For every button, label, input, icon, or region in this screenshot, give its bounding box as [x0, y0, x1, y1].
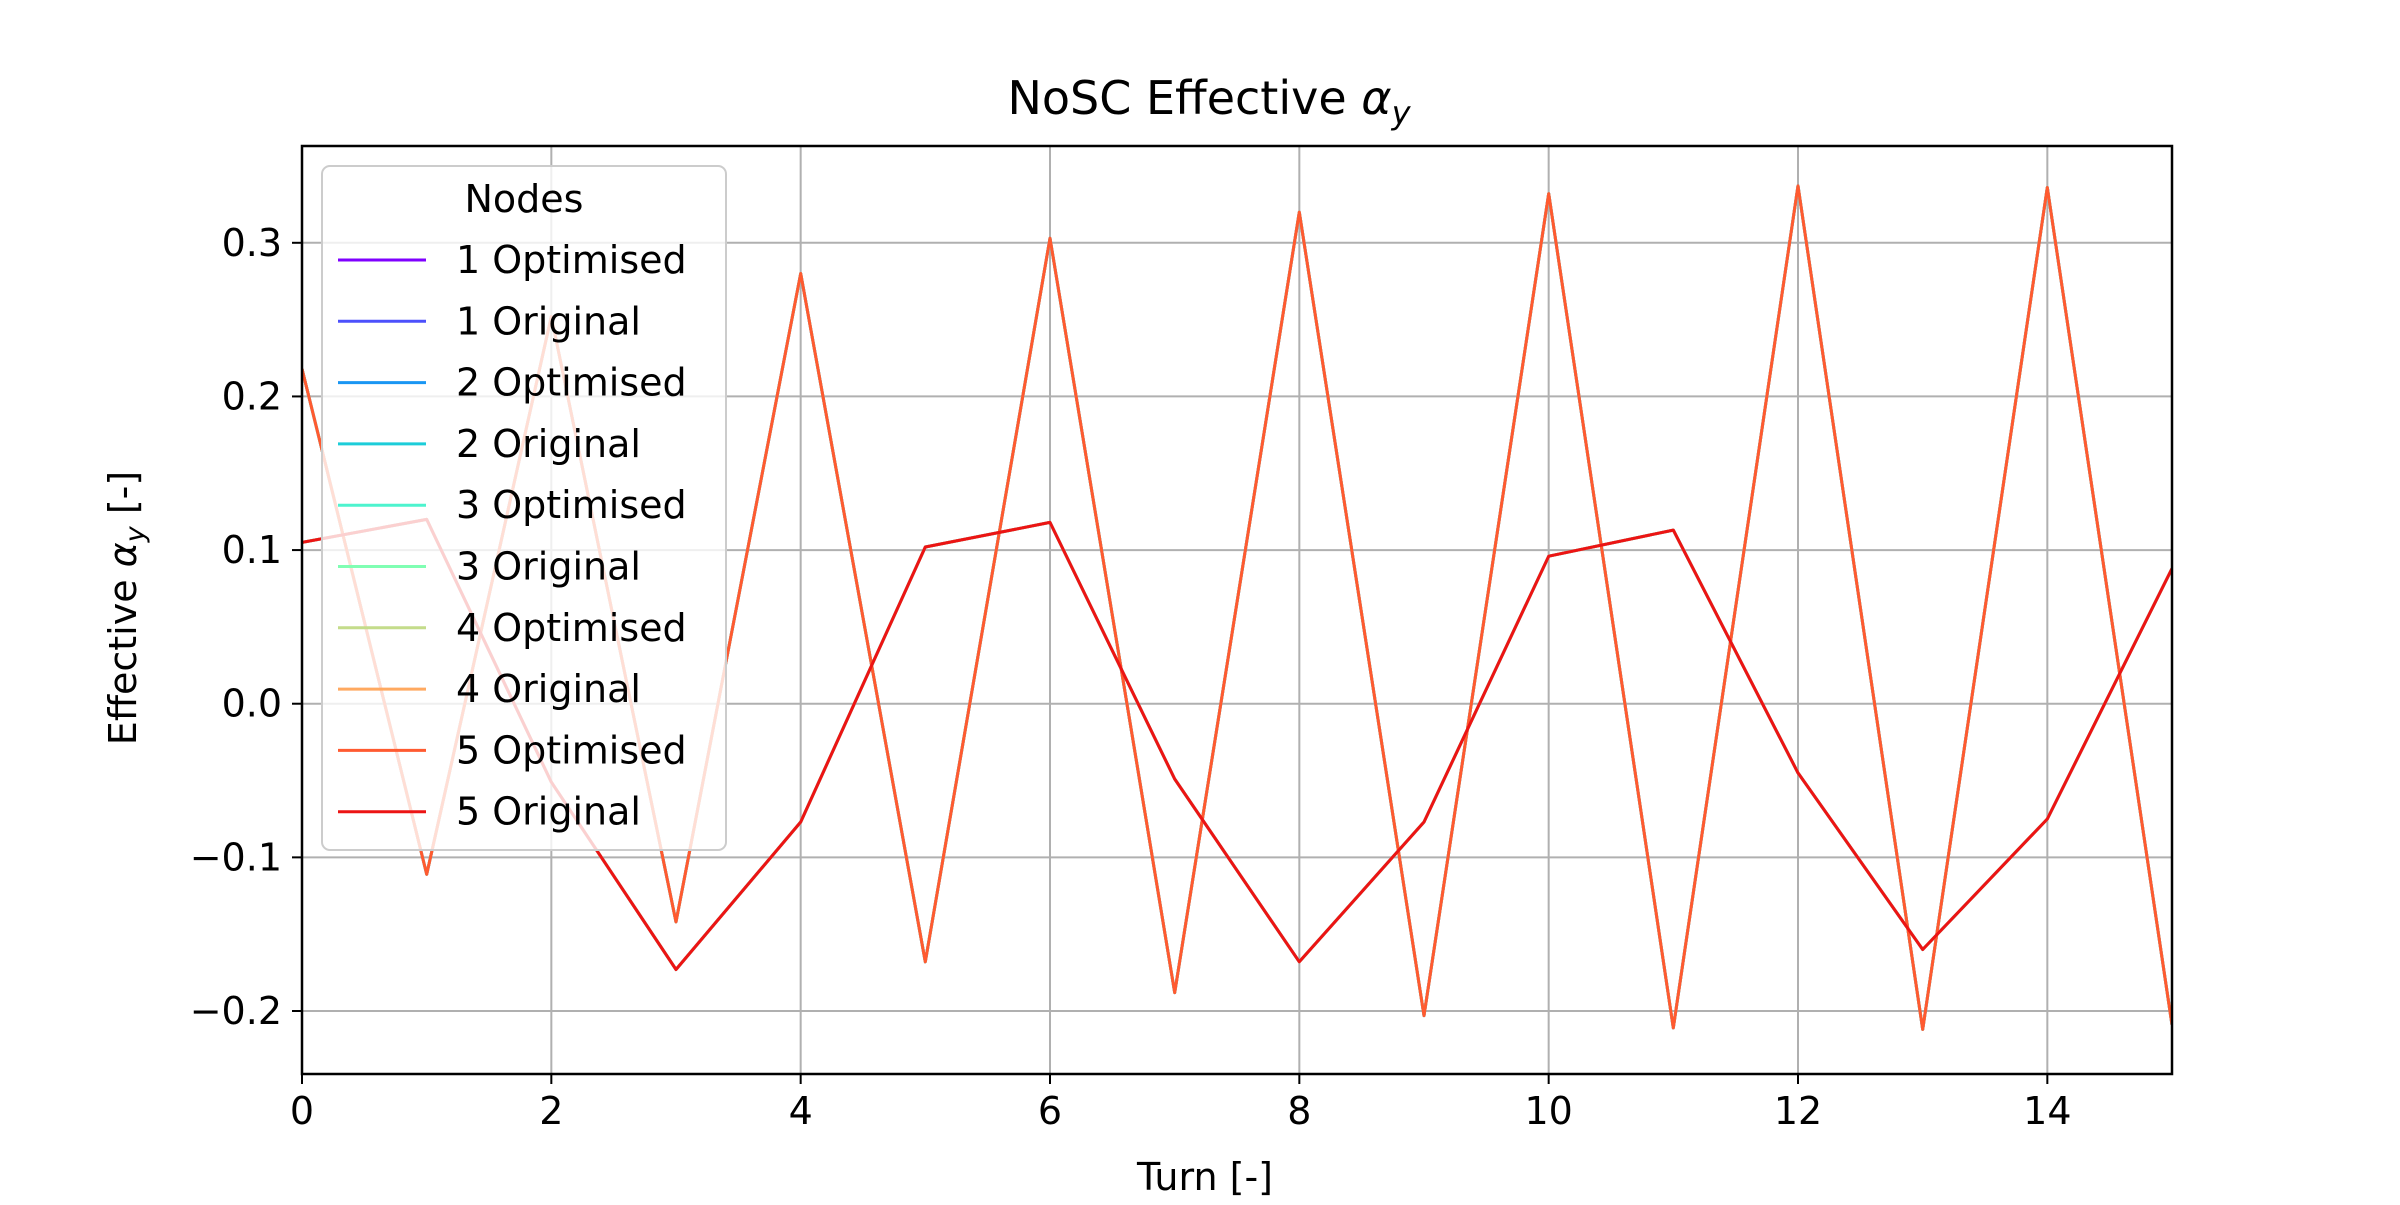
y-tick-label: −0.1: [190, 835, 282, 879]
x-tick-label: 6: [1038, 1089, 1062, 1133]
legend-entry: 4 Original: [338, 667, 641, 711]
legend-entry: 5 Optimised: [338, 728, 687, 772]
y-tick-label: 0.0: [222, 682, 282, 726]
legend-entry: 4 Optimised: [338, 606, 687, 650]
series-line-5-original: [302, 517, 2172, 971]
x-tick-label: 8: [1287, 1089, 1311, 1133]
legend-label: 4 Original: [456, 667, 641, 711]
y-axis-ticks: −0.2 −0.1 0.0 0.1 0.2 0.3: [190, 221, 302, 1033]
y-tick-label: −0.2: [190, 989, 282, 1033]
y-tick-label: 0.3: [222, 221, 282, 265]
legend-entry: 1 Original: [338, 299, 641, 343]
y-axis-label-prefix: Effective: [101, 567, 145, 745]
axes-frame: [300, 144, 2174, 1076]
chart-title-symbol: α: [1361, 71, 1391, 125]
legend-entry: 3 Original: [338, 545, 641, 589]
legend-entry: 2 Original: [338, 422, 641, 466]
x-tick-label: 12: [1774, 1089, 1822, 1133]
y-axis-label-symbol: α: [101, 542, 145, 567]
chart-title: NoSC Effective αy: [1007, 71, 1411, 132]
chart-title-subscript: y: [1391, 94, 1412, 132]
legend-entry: 3 Optimised: [338, 483, 687, 527]
x-tick-label: 10: [1524, 1089, 1572, 1133]
y-tick-label: 0.2: [222, 374, 282, 418]
x-tick-label: 4: [789, 1089, 813, 1133]
y-axis-label-suffix: [-]: [101, 471, 145, 526]
legend-label: 2 Original: [456, 422, 641, 466]
legend: Nodes 1 Optimised 1 Original 2 Optimised 2 …: [321, 165, 727, 851]
legend-label: 5 Original: [456, 790, 641, 834]
y-axis-label: Effective αy [-]: [101, 471, 151, 745]
legend-title: Nodes: [465, 177, 584, 221]
legend-entry: 2 Optimised: [338, 361, 687, 405]
x-axis-ticks: 0 2 4 6 8 10 12 14: [290, 1074, 2072, 1133]
x-axis-label: Turn [-]: [1136, 1155, 1273, 1199]
legend-label: 5 Optimised: [456, 728, 687, 772]
legend-label: 2 Optimised: [456, 361, 687, 405]
x-tick-label: 2: [539, 1089, 563, 1133]
legend-label: 4 Optimised: [456, 606, 687, 650]
legend-box: [321, 165, 727, 851]
y-tick-label: 0.1: [222, 528, 282, 572]
chart-title-prefix: NoSC Effective: [1007, 71, 1361, 125]
legend-label: 3 Original: [456, 545, 641, 589]
x-tick-label: 0: [290, 1089, 314, 1133]
legend-label: 3 Optimised: [456, 483, 687, 527]
y-axis-label-subscript: y: [120, 525, 151, 543]
legend-entry: 5 Original: [338, 790, 641, 834]
legend-label: 1 Original: [456, 299, 641, 343]
axes-spines: [300, 144, 2174, 1076]
x-tick-label: 14: [2023, 1089, 2071, 1133]
legend-label: 1 Optimised: [456, 238, 687, 282]
legend-entry: 1 Optimised: [338, 238, 687, 282]
